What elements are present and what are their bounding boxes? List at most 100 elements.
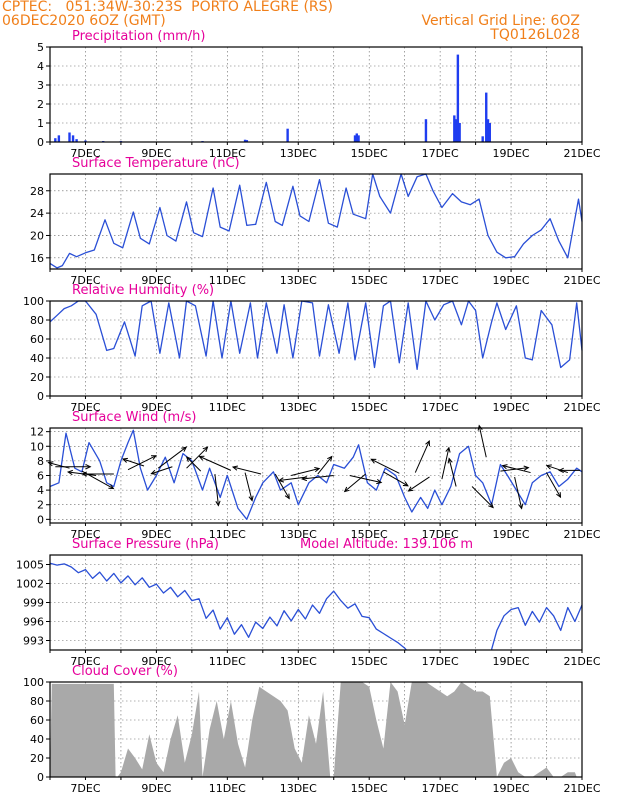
precip-bar [286, 128, 289, 142]
temp-xtick-label: 21DEC [563, 274, 600, 287]
wind-arrowhead [376, 479, 383, 485]
pressure-xtick-label: 11DEC [209, 655, 246, 668]
wind-arrow [186, 456, 202, 472]
rh-title: Relative Humidity (%) [72, 283, 215, 298]
pressure-xtick-label: 19DEC [493, 655, 530, 668]
temp-frame [49, 173, 583, 270]
pressure-xtick-label: 13DEC [280, 655, 317, 668]
wind-arrowhead [66, 469, 73, 476]
cloud-title: Cloud Cover (%) [72, 664, 178, 679]
wind-arrow [214, 473, 219, 506]
rh-xtick-label: 17DEC [422, 401, 459, 414]
pressure-xtick-label: 7DEC [70, 655, 100, 668]
wind-arrowhead [215, 500, 221, 507]
precip-ytick-label: 3 [37, 79, 44, 92]
wind-arrowhead [198, 455, 205, 461]
pressure-ytick-label: 993 [23, 635, 44, 648]
temp-xtick-label: 19DEC [493, 274, 530, 287]
wind-arrow [274, 473, 290, 499]
precip-bar [488, 123, 491, 142]
temp-xtick-label: 13DEC [280, 274, 317, 287]
wind-arrow [514, 476, 523, 509]
wind-arrowhead [447, 457, 453, 464]
pressure-xtick-label: 15DEC [351, 655, 388, 668]
wind-arrowhead [301, 475, 308, 482]
cloud-area [50, 682, 577, 777]
wind-arrowhead [501, 464, 508, 470]
precip-bar [245, 140, 249, 142]
precip-bar [486, 119, 490, 142]
cloud-xtick-label: 7DEC [70, 782, 100, 795]
wind-arrow [302, 475, 334, 480]
pressure-ytick-label: 996 [23, 616, 44, 629]
precip-bar [71, 135, 75, 142]
wind-arrowhead [556, 492, 562, 499]
temp-ytick-label: 28 [30, 185, 44, 198]
precip-bar [84, 140, 87, 142]
precip-bar [453, 115, 456, 142]
precip-xtick-label: 19DEC [493, 147, 530, 160]
wind-arrow [478, 425, 487, 458]
wind-arrow [441, 447, 450, 480]
wind-frame [49, 427, 583, 524]
wind-arrow [232, 466, 262, 475]
precip-xtick-label: 9DEC [141, 147, 171, 160]
wind-arrow [291, 468, 320, 476]
precip-bar [456, 54, 460, 142]
precip-bar [243, 139, 247, 142]
rh-xtick-label: 9DEC [141, 401, 171, 414]
precip-ytick-label: 5 [37, 41, 44, 54]
wind-xtick-label: 9DEC [141, 528, 171, 541]
wind-xtick-label: 17DEC [422, 528, 459, 541]
wind-arrow [471, 486, 494, 508]
wind-arrow [546, 465, 568, 474]
cloud-xtick-label: 9DEC [141, 782, 171, 795]
rh-ytick-label: 80 [30, 314, 44, 327]
wind-arrowhead [518, 503, 524, 510]
pressure-ytick-label: 1005 [16, 559, 44, 572]
pressure-frame [49, 554, 583, 651]
rh-xtick-label: 19DEC [493, 401, 530, 414]
rh-frame [49, 300, 583, 397]
rh-xtick-label: 21DEC [563, 401, 600, 414]
header-grid-line: Vertical Grid Line: 6OZ [421, 13, 580, 29]
rh-ytick-label: 60 [30, 333, 44, 346]
wind-title: Surface Wind (m/s) [72, 410, 197, 425]
rh-ytick-label: 20 [30, 371, 44, 384]
wind-arrowhead [425, 440, 430, 447]
precip-bar [355, 133, 358, 142]
wind-arrowhead [108, 484, 115, 490]
wind-arrow [317, 456, 333, 475]
rh-series-line [49, 300, 583, 371]
temp-xtick-label: 15DEC [351, 274, 388, 287]
precip-bar [485, 92, 488, 142]
wind-arrowhead [407, 486, 414, 492]
header-model-id: TQ0126L028 [490, 27, 580, 43]
wind-arrow [122, 458, 145, 467]
precip-bar [68, 132, 71, 142]
wind-xtick-label: 19DEC [493, 528, 530, 541]
temp-ytick-label: 16 [30, 252, 44, 265]
cloud-xtick-label: 13DEC [280, 782, 317, 795]
wind-arrow [344, 473, 366, 492]
wind-arrow [383, 471, 409, 487]
cloud-ytick-label: 40 [30, 733, 44, 746]
wind-arrowhead [558, 467, 564, 474]
temp-ytick-label: 20 [30, 229, 44, 242]
wind-arrowhead [545, 464, 552, 470]
cloud-ytick-label: 60 [30, 714, 44, 727]
precip-bar [353, 135, 357, 142]
wind-ytick-label: 2 [37, 499, 44, 512]
cloud-ytick-label: 0 [37, 771, 44, 784]
wind-arrowhead [150, 469, 157, 475]
wind-arrow [48, 462, 70, 469]
wind-arrowhead [202, 446, 209, 453]
precip-bar [357, 135, 360, 142]
temp-xtick-label: 11DEC [209, 274, 246, 287]
wind-arrow [279, 476, 308, 481]
wind-arrowhead [284, 493, 290, 500]
wind-arrow [371, 458, 400, 474]
wind-arrowhead [231, 465, 238, 471]
precip-bar [424, 119, 428, 142]
